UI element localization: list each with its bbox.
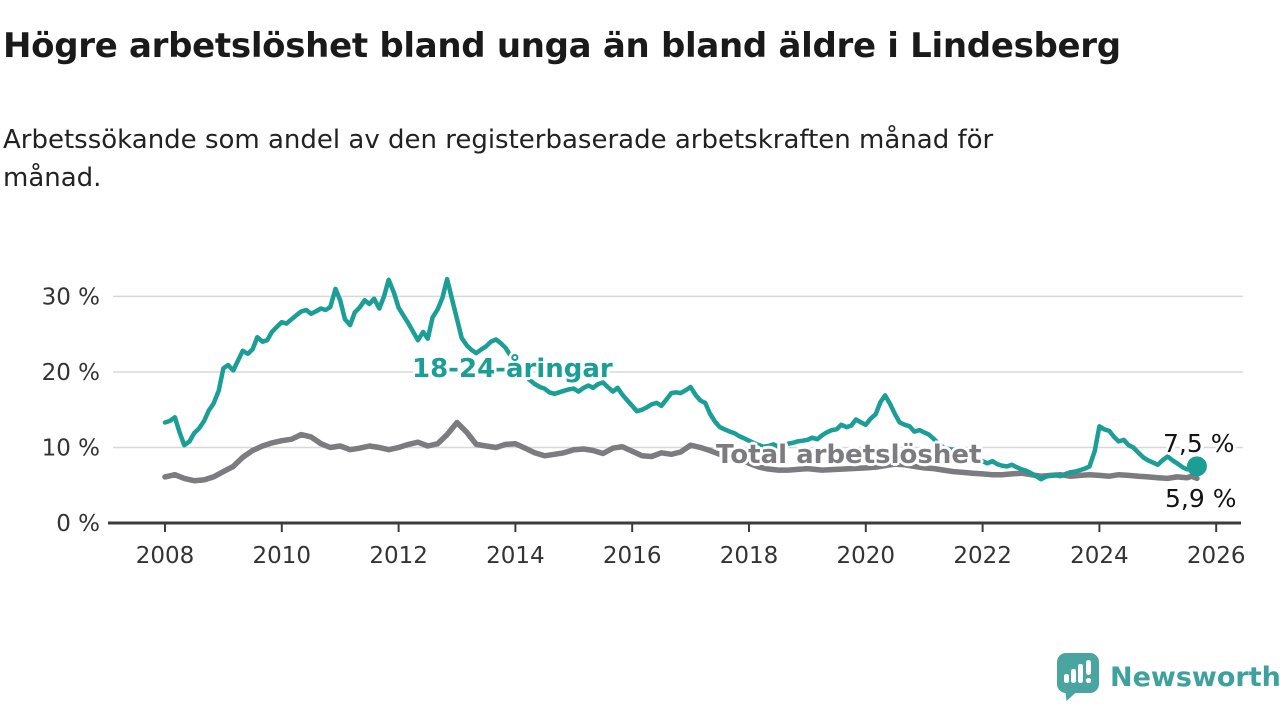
y-axis-tick-label: 30 % <box>42 284 100 310</box>
x-axis-tick-label: 2022 <box>953 543 1012 569</box>
end-value-label-youth: 7,5 % <box>1163 429 1235 458</box>
chart-title: Högre arbetslöshet bland unga än bland ä… <box>3 26 1121 66</box>
chart-subtitle: Arbetssökande som andel av den registerb… <box>3 125 994 193</box>
x-axis-tick-label: 2016 <box>603 543 662 569</box>
x-axis-tick-label: 2008 <box>136 543 195 569</box>
series-label-total: Total arbetslöshet <box>716 440 982 470</box>
x-axis-tick-label: 2014 <box>486 543 545 569</box>
x-axis-tick-label: 2020 <box>837 543 896 569</box>
y-axis-tick-label: 0 % <box>56 511 100 537</box>
x-axis-tick-label: 2018 <box>720 543 779 569</box>
newsworthy-bubble-chart-icon <box>1057 653 1099 701</box>
end-value-label-total: 5,9 % <box>1165 484 1237 513</box>
y-axis-tick-label: 20 % <box>42 360 100 386</box>
series-line-total <box>162 419 1200 484</box>
newsworthy-wordmark: Newsworthy <box>1110 661 1280 693</box>
series-line-youth <box>162 276 1200 482</box>
x-axis-tick-label: 2024 <box>1070 543 1129 569</box>
x-axis-tick-label: 2010 <box>253 543 312 569</box>
y-axis-tick-label: 10 % <box>42 435 100 461</box>
x-axis-tick-label: 2012 <box>369 543 428 569</box>
series-label-youth: 18-24-åringar <box>412 354 613 384</box>
series-end-dot-youth <box>1186 456 1207 477</box>
x-axis-tick-label: 2026 <box>1187 543 1246 569</box>
newsworthy-logo: Newsworthy <box>1056 652 1280 702</box>
